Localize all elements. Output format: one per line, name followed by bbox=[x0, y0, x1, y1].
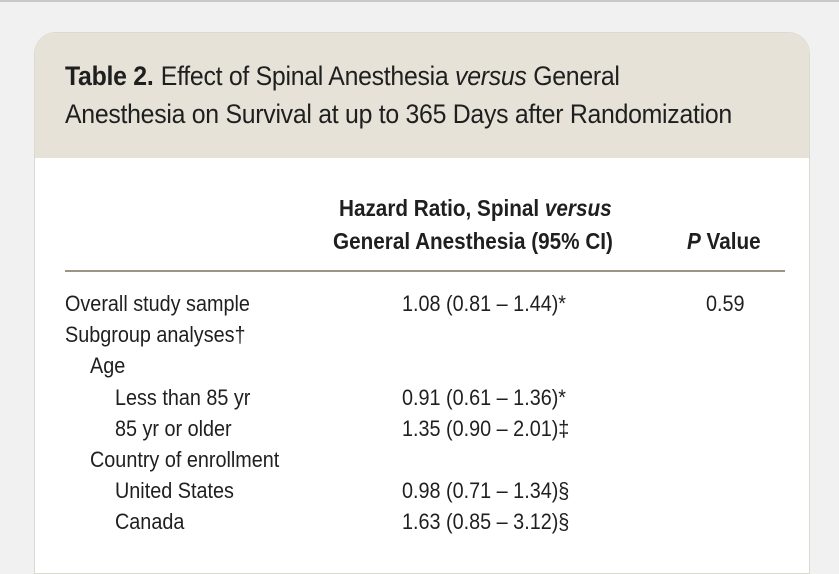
p-header-italic: P bbox=[687, 228, 701, 254]
row-value-overall: 1.08 (0.81 – 1.44)* bbox=[402, 291, 567, 316]
hr-header-italic: versus bbox=[544, 195, 612, 221]
row-label-age: Age bbox=[90, 353, 126, 378]
header-rule bbox=[65, 270, 785, 272]
title-italic: versus bbox=[455, 61, 527, 91]
table-title-line-2: Anesthesia on Survival at up to 365 Days… bbox=[65, 99, 732, 129]
title-text-2: General bbox=[526, 61, 620, 91]
table-card: Table 2. Effect of Spinal Anesthesia vers… bbox=[34, 32, 810, 574]
top-divider bbox=[0, 0, 839, 2]
row-value-canada: 1.63 (0.85 – 3.12)§ bbox=[402, 509, 570, 534]
column-header-hazard-ratio-line-1: Hazard Ratio, Spinal versus bbox=[339, 195, 612, 222]
hr-header-text: Hazard Ratio, Spinal bbox=[339, 195, 545, 221]
row-value-united-states: 0.98 (0.71 – 1.34)§ bbox=[402, 478, 570, 503]
row-p-overall: 0.59 bbox=[706, 291, 745, 316]
column-header-hazard-ratio-line-2: General Anesthesia (95% CI) bbox=[333, 228, 613, 254]
row-label-subgroup: Subgroup analyses† bbox=[65, 322, 246, 347]
row-value-less-than-85: 0.91 (0.61 – 1.36)* bbox=[402, 385, 567, 410]
row-label-country: Country of enrollment bbox=[90, 447, 280, 472]
row-label-overall: Overall study sample bbox=[65, 291, 250, 316]
row-label-canada: Canada bbox=[115, 509, 185, 534]
row-label-85-or-older: 85 yr or older bbox=[115, 416, 232, 441]
row-label-united-states: United States bbox=[115, 478, 234, 503]
title-text-1: Effect of Spinal Anesthesia bbox=[160, 61, 456, 91]
table-header: Table 2. Effect of Spinal Anesthesia vers… bbox=[35, 33, 809, 158]
row-value-85-or-older: 1.35 (0.90 – 2.01)‡ bbox=[402, 416, 570, 441]
table-label: Table 2. bbox=[65, 61, 154, 91]
table-title-line-1: Table 2. Effect of Spinal Anesthesia vers… bbox=[65, 61, 620, 92]
row-label-less-than-85: Less than 85 yr bbox=[115, 385, 251, 410]
p-header-text: Value bbox=[700, 228, 761, 254]
column-header-p-value: P Value bbox=[687, 228, 761, 255]
